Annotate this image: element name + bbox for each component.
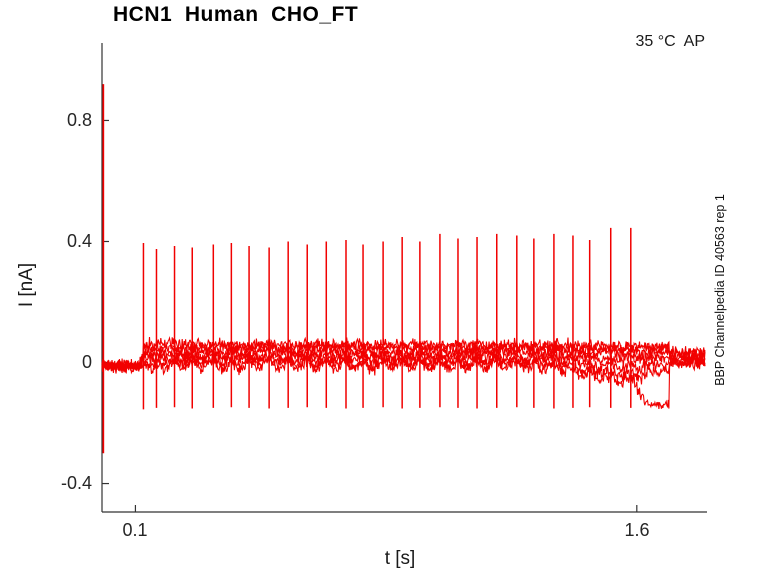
y-tick-text: 0.8 bbox=[66, 110, 92, 130]
x-tick-label-1.6: 1.6 bbox=[624, 520, 650, 540]
channelpedia-id-watermark: BBP Channelpedia ID 40563 rep 1 bbox=[713, 194, 727, 386]
x-tick-label-0.1: 0.1 bbox=[122, 520, 148, 540]
y-tick-text: 0.4 bbox=[66, 231, 92, 251]
x-axis-label: t [s] bbox=[384, 548, 416, 569]
y-tick-text: 0 bbox=[81, 352, 92, 372]
y-tick-text: -0.4 bbox=[60, 473, 92, 493]
chart-title: HCN1 Human CHO_FT bbox=[113, 3, 359, 26]
temperature-protocol-annotation: 35 °C AP bbox=[635, 33, 705, 50]
y-axis-label: I [nA] bbox=[16, 262, 37, 308]
